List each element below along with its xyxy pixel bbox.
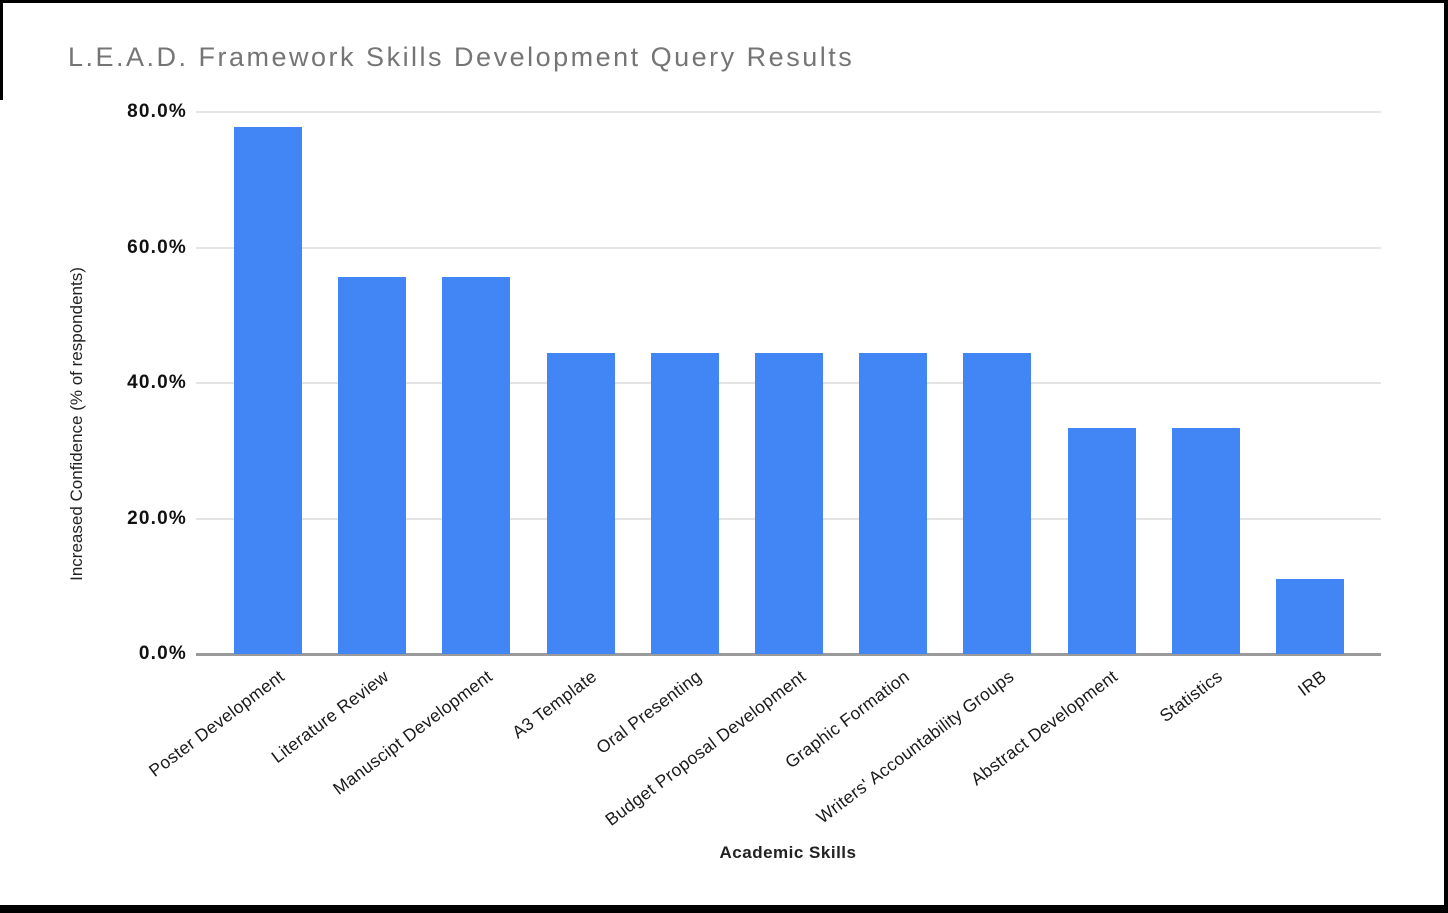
y-axis-title: Increased Confidence (% of respondents) bbox=[67, 267, 86, 581]
bar-column bbox=[320, 112, 424, 654]
y-tick-label: 60.0% bbox=[127, 236, 187, 258]
x-axis-category-label: A3 Template bbox=[508, 666, 601, 743]
bar-column bbox=[1154, 112, 1258, 654]
bar bbox=[1067, 428, 1136, 654]
x-axis-category-label: Writers' Accountability Groups bbox=[812, 666, 1018, 828]
bar bbox=[338, 277, 407, 654]
bar bbox=[859, 353, 928, 654]
bar bbox=[546, 353, 615, 654]
bar bbox=[1171, 428, 1240, 654]
gridline bbox=[196, 111, 1381, 113]
bar bbox=[755, 353, 824, 654]
bar-column bbox=[424, 112, 528, 654]
frame-border-bottom bbox=[0, 905, 1448, 913]
x-axis-line bbox=[196, 653, 1381, 656]
x-axis-title: Academic Skills bbox=[719, 843, 857, 862]
gridline bbox=[196, 246, 1381, 249]
bar bbox=[442, 277, 511, 654]
bar bbox=[1275, 578, 1344, 654]
y-tick-label: 40.0% bbox=[127, 372, 187, 393]
frame-border-right bbox=[1444, 0, 1448, 913]
x-axis-category-label: Poster Development bbox=[145, 666, 289, 781]
bar-column bbox=[633, 112, 737, 654]
x-axis-category-label: IRB bbox=[1293, 666, 1330, 701]
bar-column bbox=[529, 112, 633, 654]
bar-column bbox=[216, 112, 320, 654]
y-tick-label: 20.0% bbox=[127, 507, 187, 529]
y-tick-label: 0.0% bbox=[138, 643, 187, 664]
bar bbox=[963, 353, 1032, 654]
frame-border-left bbox=[0, 0, 3, 100]
y-tick-label: 80.0% bbox=[127, 101, 187, 122]
bar-column bbox=[737, 112, 841, 654]
bar-column bbox=[1050, 112, 1154, 654]
bar-column bbox=[1258, 112, 1362, 654]
bars-container bbox=[216, 112, 1362, 654]
x-axis-category-label: Oral Presenting bbox=[592, 666, 705, 758]
bar bbox=[650, 353, 719, 654]
x-axis-category-label: Statistics bbox=[1155, 666, 1226, 726]
bar-column bbox=[945, 112, 1049, 654]
x-axis-category-label: Budget Proposal Development bbox=[600, 666, 810, 830]
bar bbox=[234, 126, 303, 654]
bar-column bbox=[841, 112, 945, 654]
frame-border-top bbox=[0, 0, 1448, 3]
chart-title: L.E.A.D. Framework Skills Development Qu… bbox=[68, 42, 855, 72]
